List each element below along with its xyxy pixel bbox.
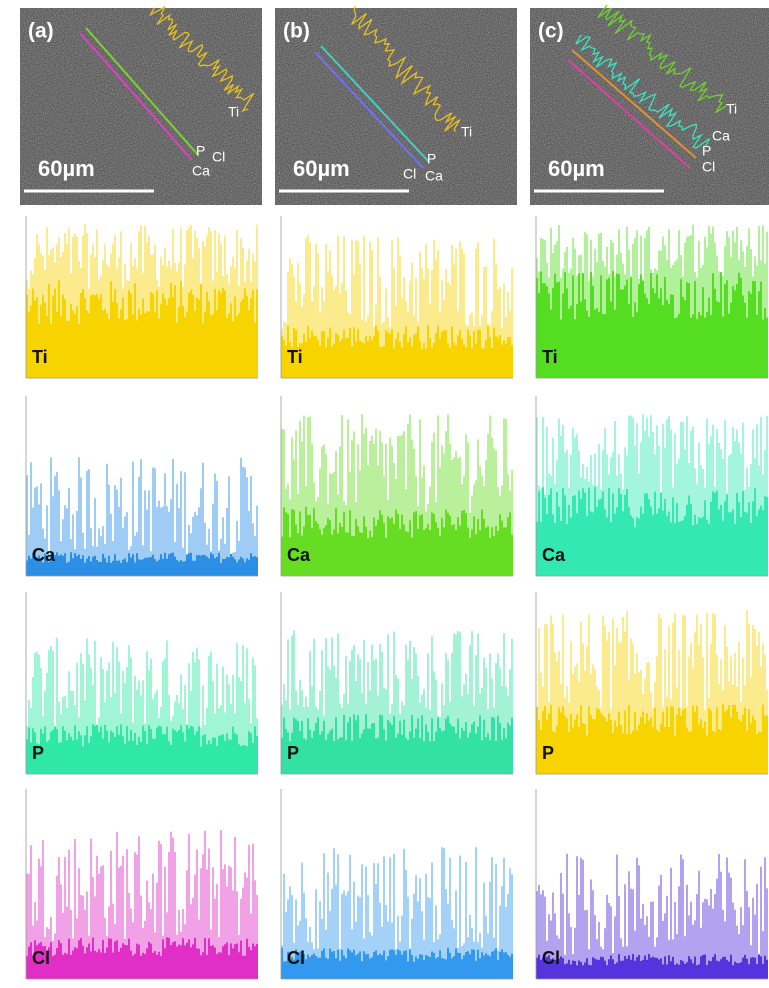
element-label: Ti	[287, 347, 303, 367]
profile: P	[20, 588, 262, 780]
element-label: Ca	[287, 545, 311, 565]
line-label: Cl	[702, 159, 715, 175]
profile: Ca	[530, 392, 769, 582]
line-label: Ca	[425, 168, 443, 184]
panel-label: (a)	[28, 20, 54, 43]
element-label: P	[287, 743, 299, 763]
profile: Cl	[530, 785, 769, 985]
element-label: Ca	[32, 545, 56, 565]
profile: P	[275, 588, 517, 780]
line-label: Ti	[461, 124, 472, 140]
profile: P	[530, 588, 769, 780]
profile: Ti	[275, 212, 517, 384]
line-label: Ti	[228, 104, 239, 120]
scale-label: 60µm	[38, 156, 95, 181]
line-label: Cl	[403, 166, 416, 182]
profile: Ca	[275, 392, 517, 582]
profile: Ca	[20, 392, 262, 582]
element-label: Ti	[32, 347, 48, 367]
figure: (a)60µmTiPClCaTiCaPCl(b)60µmTiPClCaTiCaP…	[0, 0, 769, 988]
line-label: Ca	[192, 163, 210, 179]
scale-label: 60µm	[293, 156, 350, 181]
scale-label: 60µm	[548, 156, 605, 181]
element-label: Cl	[32, 948, 50, 968]
element-label: Ca	[542, 545, 566, 565]
panel-label: (b)	[283, 20, 310, 43]
element-label: P	[32, 743, 44, 763]
element-label: Cl	[542, 948, 560, 968]
panel-label: (c)	[538, 20, 564, 43]
line-label: P	[702, 143, 711, 159]
profile: Cl	[20, 785, 262, 985]
line-label: Ca	[712, 128, 730, 144]
profile: Ti	[20, 212, 262, 384]
line-label: P	[427, 151, 436, 167]
element-label: Ti	[542, 347, 558, 367]
line-label: Ti	[726, 101, 737, 117]
element-label: Cl	[287, 948, 305, 968]
line-label: Cl	[212, 149, 225, 165]
profile: Cl	[275, 785, 517, 985]
profile: Ti	[530, 212, 769, 384]
line-label: P	[196, 143, 205, 159]
element-label: P	[542, 743, 554, 763]
